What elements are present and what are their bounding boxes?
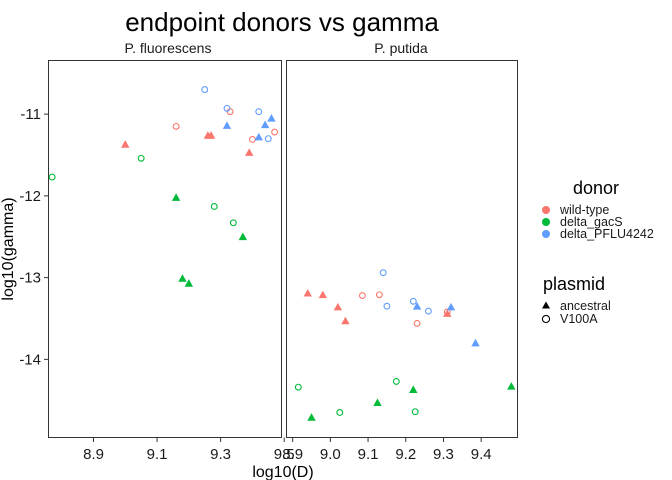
- y-tick-label: -11: [20, 106, 41, 123]
- x-tick-label: 8.9: [83, 446, 104, 463]
- x-tick-label: 9.1: [358, 446, 379, 463]
- point-wild-type-ancestral: [245, 148, 254, 156]
- legend-plasmid-title: plasmid: [543, 274, 605, 294]
- point-delta-pflu4242-v100a: [255, 108, 263, 116]
- point-delta-gacs-ancestral: [178, 274, 187, 282]
- point-delta-gacs-ancestral: [507, 382, 516, 390]
- point-wild-type-ancestral: [206, 131, 216, 139]
- point-delta-pflu4242-v100a: [409, 297, 417, 305]
- point-delta-pflu4242-ancestral: [267, 114, 276, 122]
- legend-donor: donor wild-type delta_gacS delta_PFLU424…: [542, 178, 654, 241]
- x-axis-label: log10(D): [252, 464, 313, 480]
- point-wild-type-ancestral: [318, 290, 328, 299]
- point-delta-pflu4242-v100a: [264, 135, 272, 143]
- data-marks: [48, 86, 516, 421]
- point-delta-gacs-v100a: [294, 383, 302, 391]
- point-delta-pflu4242-ancestral: [222, 121, 232, 129]
- x-tick-label: 9.3: [210, 446, 231, 463]
- point-delta-pflu4242-v100a: [379, 269, 387, 277]
- point-delta-pflu4242-ancestral: [254, 132, 263, 141]
- point-delta-pflu4242-ancestral: [412, 302, 422, 310]
- point-delta-gacs-v100a: [392, 377, 400, 385]
- point-delta-pflu4242-v100a: [383, 302, 391, 310]
- point-delta-gacs-v100a: [48, 173, 56, 181]
- point-delta-gacs-ancestral: [184, 279, 194, 287]
- point-wild-type-v100a: [375, 291, 383, 299]
- point-wild-type-ancestral: [443, 309, 452, 317]
- legend-v100a-key: [541, 314, 551, 324]
- point-delta-gacs-v100a: [411, 408, 419, 416]
- point-delta-pflu4242-ancestral: [471, 338, 480, 347]
- point-delta-gacs-v100a: [210, 203, 218, 210]
- legend-ancestral-key: [542, 301, 550, 309]
- x-tick-label: 9.4: [471, 446, 492, 463]
- point-delta-pflu4242-ancestral: [446, 302, 456, 311]
- y-axis-label: log10(gamma): [0, 197, 17, 300]
- y-tick-label: -12: [19, 188, 41, 205]
- point-delta-pflu4242-v100a: [424, 307, 432, 315]
- point-delta-pflu4242-ancestral: [260, 120, 270, 129]
- axes: -11-12-13-148.9 9.1 9.3 9.58.9 9.0 9.1 9.2 9.3 9…: [19, 106, 491, 463]
- point-delta-gacs-ancestral: [238, 232, 248, 241]
- panel-frame-fluorescens: [48, 60, 282, 438]
- x-tick-label: 9.3: [433, 446, 454, 463]
- legend-plasmid: plasmid ancestral V100A: [541, 274, 611, 326]
- legend-delta-pflu4242-label: delta_PFLU4242: [560, 227, 654, 241]
- legend-v100a-label: V100A: [560, 312, 598, 326]
- legend-wild-type-label: wild-type: [559, 203, 609, 217]
- point-delta-gacs-v100a: [137, 154, 145, 162]
- point-wild-type-ancestral: [333, 302, 343, 311]
- legend-ancestral-label: ancestral: [560, 299, 611, 313]
- point-delta-gacs-v100a: [336, 409, 344, 416]
- panel-frame-putida: [286, 60, 518, 438]
- point-delta-pflu4242-v100a: [223, 104, 231, 112]
- x-tick-label: 9.2: [395, 446, 416, 463]
- legend-donor-title: donor: [573, 178, 619, 198]
- point-delta-gacs-v100a: [229, 219, 237, 227]
- point-delta-gacs-ancestral: [307, 413, 316, 421]
- point-wild-type-v100a: [172, 122, 180, 130]
- point-delta-pflu4242-v100a: [201, 86, 209, 94]
- legend-wild-type-key: [542, 206, 550, 214]
- facet-label-fluorescens: P. fluorescens: [125, 40, 212, 56]
- point-wild-type-ancestral: [303, 288, 312, 297]
- point-wild-type-v100a: [248, 136, 256, 143]
- point-wild-type-ancestral: [121, 140, 130, 148]
- point-delta-gacs-ancestral: [409, 385, 418, 393]
- x-tick-label: 9.0: [320, 446, 341, 463]
- x-tick-label: 9.5: [274, 446, 295, 463]
- x-tick-label: 9.1: [147, 446, 168, 463]
- legend-delta-gacs-label: delta_gacS: [560, 215, 623, 229]
- point-wild-type-v100a: [358, 292, 366, 300]
- point-wild-type-v100a: [413, 319, 421, 327]
- point-wild-type-v100a: [271, 128, 279, 136]
- point-wild-type-ancestral: [341, 316, 350, 325]
- legend-delta-pflu4242-key: [542, 230, 550, 238]
- y-tick-label: -14: [19, 351, 41, 368]
- chart-title: endpoint donors vs gamma: [125, 7, 439, 37]
- x-tick-label: 8.9: [282, 446, 303, 463]
- point-delta-gacs-ancestral: [171, 193, 181, 201]
- y-tick-label: -13: [19, 270, 41, 287]
- point-delta-gacs-ancestral: [373, 398, 382, 407]
- facet-label-putida: P. putida: [374, 40, 428, 56]
- legend-delta-gacs-key: [542, 218, 550, 226]
